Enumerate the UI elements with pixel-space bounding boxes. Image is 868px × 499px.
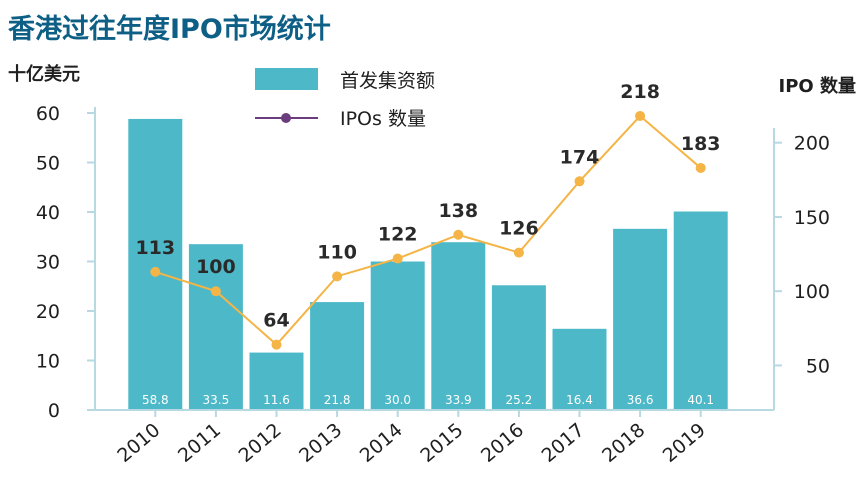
bar-value-label-2016: 25.2 — [506, 393, 533, 407]
bar-2016 — [491, 285, 546, 410]
bar-value-label-2011: 33.5 — [203, 393, 230, 407]
ipo-count-label-2019: 183 — [681, 133, 721, 155]
x-tick-label-2010: 2010 — [113, 419, 164, 467]
left-tick-label-20: 20 — [36, 301, 60, 323]
left-tick-label-30: 30 — [36, 252, 60, 274]
x-tick-label-2017: 2017 — [538, 419, 589, 467]
ipo-count-point-2010 — [150, 266, 161, 277]
bar-value-label-2012: 11.6 — [263, 393, 290, 407]
bar-value-label-2018: 36.6 — [627, 393, 654, 407]
left-tick-label-10: 10 — [36, 351, 60, 373]
bar-value-label-2015: 33.9 — [445, 393, 472, 407]
left-tick-label-40: 40 — [36, 202, 60, 224]
ipo-count-label-2016: 126 — [499, 218, 539, 240]
bar-2011 — [188, 244, 243, 410]
x-tick-label-2013: 2013 — [295, 419, 346, 467]
legend-bar-label: 首发集资额 — [340, 70, 435, 92]
bar-2013 — [310, 302, 365, 410]
x-tick-label-2016: 2016 — [477, 419, 528, 467]
ipo-count-point-2016 — [513, 247, 524, 258]
ipo-count-line — [154, 114, 702, 347]
chart-title: 香港过往年度IPO市场统计 — [8, 13, 331, 45]
ipo-count-label-2011: 100 — [196, 256, 236, 278]
x-tick-label-2015: 2015 — [416, 419, 467, 467]
left-tick-label-0: 0 — [48, 400, 60, 422]
ipo-count-point-2013 — [332, 271, 343, 282]
ipo-count-label-2017: 174 — [560, 146, 600, 168]
bar-value-label-2013: 21.8 — [324, 393, 351, 407]
ipo-count-label-2015: 138 — [438, 200, 478, 222]
bar-2017 — [552, 328, 607, 410]
bar-2014 — [370, 261, 425, 410]
x-tick-label-2011: 2011 — [174, 419, 225, 467]
legend-line-label: IPOs 数量 — [340, 108, 426, 130]
ipo-count-point-2015 — [453, 229, 464, 240]
ipo-count-label-2012: 64 — [263, 310, 289, 332]
ipo-count-label-2013: 110 — [317, 241, 357, 263]
legend-line-marker — [281, 113, 291, 123]
ipo-count-point-2018 — [635, 110, 646, 121]
ipo-count-point-2019 — [695, 162, 706, 173]
ipo-count-point-2017 — [574, 176, 585, 187]
right-tick-label-50: 50 — [806, 355, 830, 377]
legend-bar-swatch — [255, 68, 318, 90]
left-tick-label-50: 50 — [36, 153, 60, 175]
right-tick-label-200: 200 — [794, 133, 830, 155]
ipo-count-label-2018: 218 — [620, 81, 660, 103]
bar-value-label-2017: 16.4 — [566, 393, 593, 407]
bar-2018 — [613, 228, 668, 410]
left-axis-unit: 十亿美元 — [8, 63, 80, 85]
bar-2012 — [249, 352, 304, 410]
ipo-count-point-2012 — [271, 339, 282, 350]
bar-2015 — [431, 242, 486, 410]
x-tick-label-2014: 2014 — [356, 419, 407, 467]
bar-value-label-2014: 30.0 — [384, 393, 411, 407]
bar-2019 — [673, 211, 728, 410]
ipo-count-point-2011 — [210, 286, 221, 297]
x-tick-label-2012: 2012 — [235, 419, 286, 467]
bar-value-label-2010: 58.8 — [142, 393, 169, 407]
ipo-count-point-2014 — [392, 253, 403, 264]
x-tick-label-2018: 2018 — [598, 419, 649, 467]
right-tick-label-100: 100 — [794, 281, 830, 303]
bar-value-label-2019: 40.1 — [687, 393, 714, 407]
ipo-count-label-2010: 113 — [135, 237, 175, 259]
x-tick-label-2019: 2019 — [659, 419, 710, 467]
line-group: 113 100 64 110 122 138 126 174 218 183 — [135, 81, 721, 350]
left-tick-label-60: 60 — [36, 103, 60, 125]
bar-2010 — [128, 118, 183, 410]
legend: 首发集资额 IPOs 数量 — [255, 68, 435, 130]
bars-group: 58.8 33.5 11.6 21.8 30.0 33.9 25.2 16.4 36.6 40.1 — [128, 118, 728, 410]
right-tick-label-150: 150 — [794, 207, 830, 229]
ipo-count-label-2014: 122 — [378, 224, 418, 246]
right-axis-unit: IPO 数量 — [779, 75, 856, 97]
